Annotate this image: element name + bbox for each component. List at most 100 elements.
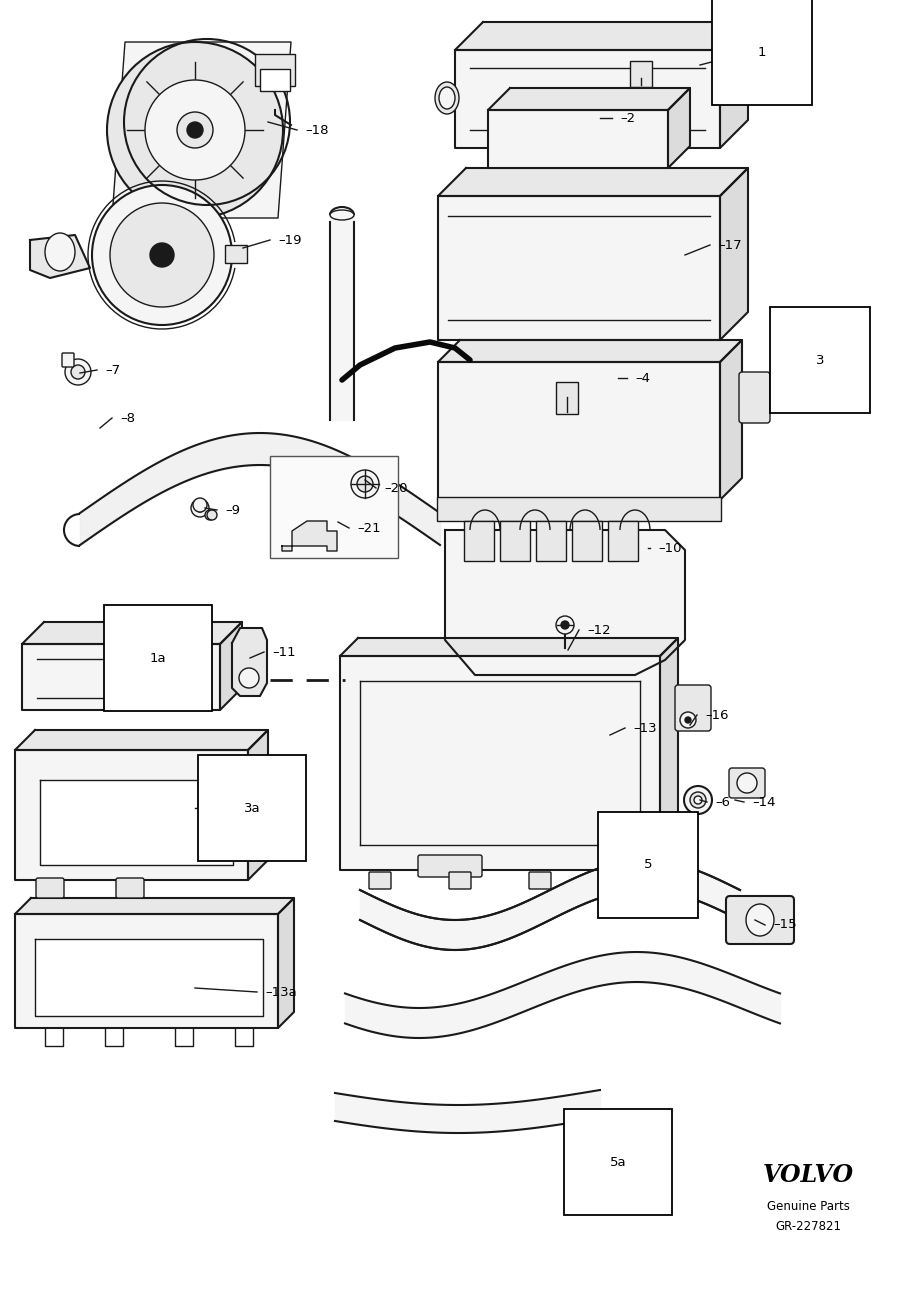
FancyBboxPatch shape: [630, 61, 652, 87]
FancyBboxPatch shape: [464, 521, 494, 561]
FancyBboxPatch shape: [608, 521, 638, 561]
Polygon shape: [340, 656, 660, 870]
Circle shape: [561, 621, 569, 629]
Polygon shape: [220, 622, 242, 711]
FancyBboxPatch shape: [62, 353, 74, 368]
FancyBboxPatch shape: [369, 872, 391, 889]
Polygon shape: [35, 939, 263, 1016]
Text: –20: –20: [384, 482, 408, 495]
FancyBboxPatch shape: [726, 896, 794, 944]
Text: –16: –16: [705, 708, 728, 721]
Circle shape: [694, 796, 702, 804]
Text: –6: –6: [715, 795, 730, 808]
Ellipse shape: [45, 233, 75, 271]
Bar: [270, 456, 398, 559]
Polygon shape: [720, 340, 742, 500]
Ellipse shape: [330, 210, 354, 220]
Circle shape: [239, 668, 259, 688]
Polygon shape: [488, 88, 690, 110]
Polygon shape: [278, 898, 294, 1028]
Circle shape: [177, 112, 213, 148]
Text: 5: 5: [644, 859, 652, 872]
Polygon shape: [438, 340, 742, 362]
Polygon shape: [720, 22, 748, 148]
Polygon shape: [22, 622, 242, 644]
Circle shape: [207, 511, 217, 520]
Text: –7: –7: [105, 364, 120, 377]
FancyBboxPatch shape: [556, 382, 578, 414]
FancyBboxPatch shape: [599, 872, 621, 889]
Circle shape: [193, 498, 207, 512]
Text: Genuine Parts: Genuine Parts: [766, 1200, 850, 1213]
Text: GR-227821: GR-227821: [775, 1221, 841, 1234]
Text: 1a: 1a: [149, 652, 167, 665]
Text: –10: –10: [658, 542, 681, 555]
Polygon shape: [455, 22, 748, 49]
Text: –17: –17: [718, 239, 742, 252]
Polygon shape: [232, 627, 267, 696]
Text: 3a: 3a: [244, 801, 260, 814]
Text: 5a: 5a: [610, 1156, 626, 1169]
Polygon shape: [668, 88, 690, 168]
Text: 3: 3: [815, 353, 824, 366]
Text: –13: –13: [633, 721, 657, 734]
Polygon shape: [438, 168, 748, 196]
Circle shape: [71, 365, 85, 379]
Text: VOLVO: VOLVO: [763, 1163, 853, 1187]
Circle shape: [150, 243, 174, 268]
Text: –12: –12: [587, 624, 611, 637]
Polygon shape: [282, 521, 337, 551]
FancyBboxPatch shape: [729, 768, 765, 798]
Polygon shape: [340, 638, 678, 656]
FancyBboxPatch shape: [572, 521, 602, 561]
Circle shape: [107, 42, 283, 218]
Polygon shape: [248, 730, 268, 879]
FancyBboxPatch shape: [225, 246, 247, 262]
FancyBboxPatch shape: [739, 372, 770, 423]
Polygon shape: [488, 110, 668, 168]
FancyBboxPatch shape: [536, 521, 566, 561]
Circle shape: [556, 616, 574, 634]
Polygon shape: [40, 779, 233, 865]
Polygon shape: [438, 362, 720, 500]
Text: –13a: –13a: [265, 986, 297, 999]
Circle shape: [92, 184, 232, 325]
Polygon shape: [445, 530, 685, 675]
FancyBboxPatch shape: [255, 55, 295, 86]
Polygon shape: [112, 42, 291, 218]
FancyBboxPatch shape: [675, 685, 711, 731]
Circle shape: [110, 203, 214, 307]
Polygon shape: [15, 914, 278, 1028]
Circle shape: [196, 504, 204, 512]
Polygon shape: [660, 638, 678, 870]
Circle shape: [357, 475, 373, 492]
Polygon shape: [15, 898, 294, 914]
FancyBboxPatch shape: [500, 521, 530, 561]
Polygon shape: [455, 49, 720, 148]
Circle shape: [205, 511, 215, 520]
Ellipse shape: [435, 82, 459, 114]
Ellipse shape: [439, 87, 455, 109]
Polygon shape: [30, 235, 90, 278]
Text: –18: –18: [305, 123, 329, 136]
Text: –8: –8: [120, 412, 135, 425]
Text: 1: 1: [757, 45, 766, 58]
Text: –14: –14: [752, 795, 776, 808]
FancyBboxPatch shape: [260, 69, 290, 91]
Text: –9: –9: [225, 504, 240, 517]
FancyBboxPatch shape: [36, 878, 64, 898]
Polygon shape: [720, 168, 748, 340]
Polygon shape: [15, 750, 248, 879]
Text: –15: –15: [773, 918, 796, 931]
Circle shape: [684, 786, 712, 814]
Text: –11: –11: [272, 646, 295, 659]
Circle shape: [187, 122, 203, 138]
Circle shape: [690, 792, 706, 808]
Text: –19: –19: [278, 234, 302, 247]
FancyBboxPatch shape: [116, 878, 144, 898]
Ellipse shape: [746, 904, 774, 937]
FancyBboxPatch shape: [418, 855, 482, 877]
Circle shape: [65, 359, 91, 385]
FancyBboxPatch shape: [529, 872, 551, 889]
Text: –4: –4: [635, 372, 650, 385]
